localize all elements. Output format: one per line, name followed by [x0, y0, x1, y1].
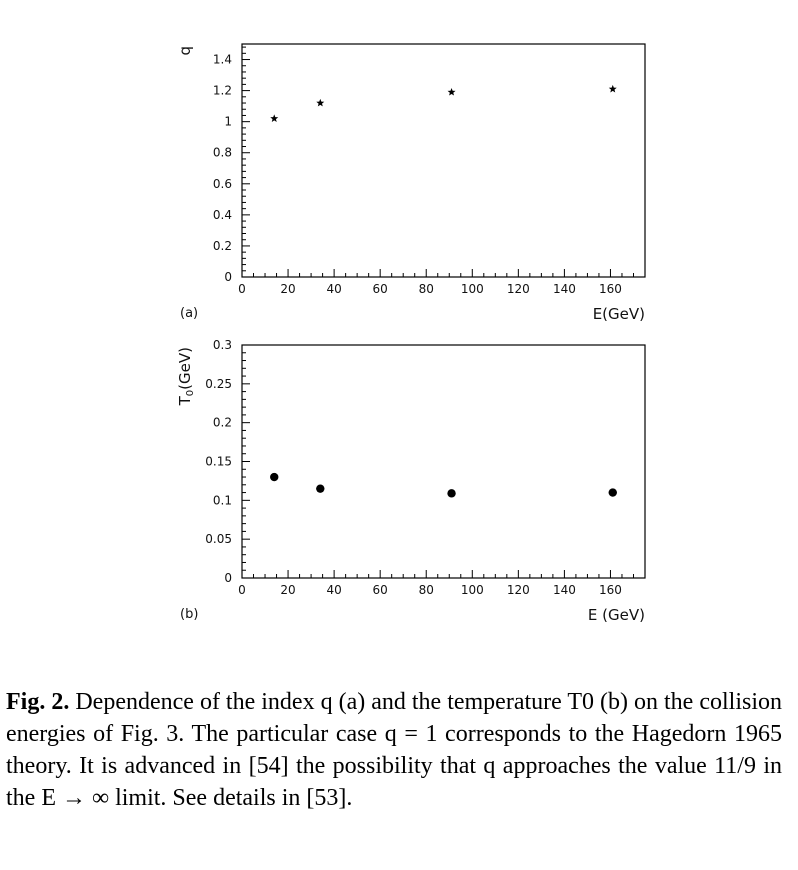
data-point-star: [608, 84, 617, 93]
figure-caption: Fig. 2. Dependence of the index q (a) an…: [6, 686, 782, 815]
x-tick-label: 0: [238, 583, 246, 597]
plot-frame: [241, 43, 646, 278]
y-tick-label: 0.05: [205, 532, 232, 546]
x-axis-label: E(GeV): [593, 305, 645, 323]
data-point-circle: [270, 472, 279, 482]
y-tick-label: 0.15: [205, 455, 232, 469]
y-tick-label: 0.8: [213, 146, 232, 160]
x-tick-label: 20: [280, 282, 295, 296]
data-point-circle: [447, 489, 456, 498]
y-tick-label: 1.4: [213, 53, 232, 67]
panel-b-chart: 0 20 40 60 80 100 120 140 160 0 0.05 0.1 0.15 0.2 0.25…: [176, 338, 646, 624]
plot-frame: [241, 344, 646, 579]
y-tick-label: 0.4: [213, 208, 232, 222]
caption-text: Dependence of the index q (a) and the te…: [6, 689, 783, 812]
x-tick-label: 120: [507, 583, 530, 597]
x-tick-label: 60: [373, 282, 388, 296]
x-tick-label: 20: [280, 583, 295, 597]
x-tick-label: 0: [238, 282, 246, 296]
y-tick-label: 0.1: [213, 493, 232, 507]
x-tick-label: 100: [461, 282, 484, 296]
y-axis-label: q: [176, 46, 194, 56]
data-point-circle: [608, 488, 617, 497]
y-tick-label: 1: [224, 115, 232, 129]
x-axis-label: E (GeV): [588, 606, 645, 624]
x-tick-label: 140: [553, 583, 576, 597]
x-tick-label: 80: [419, 583, 434, 597]
y-tick-label: 0.2: [213, 416, 232, 430]
x-tick-label: 40: [326, 583, 341, 597]
caption-label: Fig. 2.: [6, 689, 70, 715]
y-tick-label: 0.2: [213, 239, 232, 253]
y-tick-label: 0: [224, 270, 232, 284]
y-tick-label: 1.2: [213, 84, 232, 98]
panel-label: (a): [180, 306, 198, 321]
figure: 0 20 40 60 80 100 120 140 160 0 0.2 0.4 0.6 0.8 1 1.2 1.…: [176, 43, 646, 624]
panel-label: (b): [180, 607, 198, 622]
data-point-star: [447, 87, 456, 96]
panel-a-chart: 0 20 40 60 80 100 120 140 160 0 0.2 0.4 0.6 0.8 1 1.2 1.…: [176, 43, 646, 323]
x-tick-label: 40: [326, 282, 341, 296]
y-tick-label: 0.6: [213, 177, 232, 191]
x-tick-label: 80: [419, 282, 434, 296]
data-point-circle: [316, 484, 325, 493]
y-tick-label: 0: [224, 571, 232, 585]
data-point-star: [270, 114, 279, 122]
y-tick-label: 0.25: [205, 377, 232, 391]
x-tick-label: 140: [553, 282, 576, 296]
x-tick-label: 100: [461, 583, 484, 597]
y-tick-label: 0.3: [213, 338, 232, 352]
x-tick-label: 60: [373, 583, 388, 597]
y-axis-label: T0(GeV): [176, 347, 196, 406]
x-tick-label: 160: [599, 583, 622, 597]
x-tick-label: 160: [599, 282, 622, 296]
data-point-star: [316, 98, 325, 107]
x-tick-label: 120: [507, 282, 530, 296]
